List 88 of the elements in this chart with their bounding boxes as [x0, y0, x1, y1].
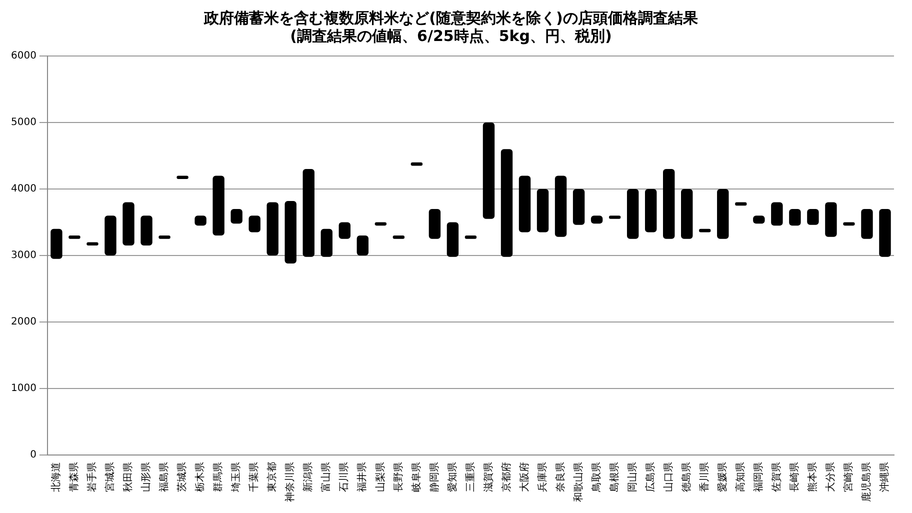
- chart-subtitle: (調査結果の値幅、6/25時点、5kg、円、税別): [290, 26, 612, 45]
- y-tick-label: 0: [30, 450, 36, 461]
- bar: [482, 122, 495, 219]
- bar: [681, 189, 693, 239]
- bar: [663, 169, 675, 239]
- bar: [284, 200, 296, 264]
- bar: [861, 208, 873, 239]
- x-tick-label: 秋田県: [122, 462, 134, 492]
- x-tick-label: 大阪府: [518, 462, 530, 492]
- x-tick-label: 広島県: [644, 462, 656, 492]
- x-tick-label: 熊本県: [806, 462, 819, 492]
- bar: [789, 208, 801, 226]
- x-tick-label: 山梨県: [374, 462, 386, 492]
- x-tick-label: 長崎県: [788, 462, 801, 492]
- bar: [879, 208, 891, 257]
- bar: [122, 202, 134, 246]
- bar: [644, 189, 657, 232]
- bar: [518, 176, 531, 232]
- x-tick-label: 新潟県: [302, 462, 314, 492]
- x-tick-label: 京都府: [500, 462, 512, 492]
- y-tick-label: 3000: [10, 250, 36, 262]
- x-tick-label: 福島県: [158, 462, 170, 492]
- x-tick-label: 宮城県: [104, 462, 116, 492]
- y-tick-label: 6000: [10, 50, 36, 62]
- bar: [212, 176, 224, 236]
- bar: [825, 202, 837, 237]
- x-tick-label: 北海道: [50, 462, 62, 492]
- x-tick-label: 青森県: [68, 462, 80, 492]
- x-tick-label: 香川県: [698, 462, 710, 492]
- bar: [807, 208, 819, 225]
- bar: [338, 222, 350, 239]
- bar: [572, 189, 585, 225]
- x-tick-label: 岐阜県: [410, 462, 422, 492]
- bar: [140, 216, 152, 246]
- y-tick-label: 1000: [10, 383, 36, 394]
- bar: [302, 169, 314, 257]
- bar: [104, 216, 116, 256]
- bar: [50, 228, 62, 259]
- bar: [536, 189, 549, 232]
- bar: [266, 202, 278, 256]
- x-tick-label: 岡山県: [626, 462, 638, 492]
- x-tick-label: 富山県: [320, 462, 332, 492]
- y-tick-label: 2000: [10, 316, 36, 328]
- x-tick-label: 宮崎県: [842, 462, 855, 492]
- x-tick-label: 島根県: [608, 462, 620, 492]
- x-tick-label: 山口県: [662, 462, 674, 492]
- x-tick-label: 長野県: [393, 462, 404, 492]
- x-tick-label: 和歌山県: [572, 462, 584, 502]
- x-tick-label: 滋賀県: [482, 462, 494, 492]
- bar: [446, 222, 459, 257]
- chart-title: 政府備蓄米を含む複数原料米など(随意契約米を除く)の店頭価格調査結果: [203, 8, 699, 27]
- x-tick-label: 奈良県: [554, 462, 566, 492]
- x-tick-label: 愛媛県: [716, 462, 728, 492]
- x-tick-label: 茨城県: [176, 462, 188, 492]
- bar: [771, 202, 783, 226]
- bar: [428, 208, 441, 239]
- x-tick-label: 石川県: [338, 462, 350, 492]
- x-tick-label: 三重県: [464, 462, 476, 492]
- x-tick-label: 岩手県: [86, 462, 98, 492]
- x-tick-label: 大分県: [824, 462, 837, 492]
- bar: [356, 236, 369, 256]
- bar: [554, 176, 567, 237]
- x-tick-label: 愛知県: [446, 462, 458, 492]
- x-tick-label: 福岡県: [752, 462, 765, 492]
- bar: [248, 216, 260, 232]
- bar: [626, 189, 639, 239]
- x-tick-label: 福井県: [356, 462, 368, 492]
- bar: [230, 208, 242, 224]
- x-tick-label: 静岡県: [428, 462, 440, 492]
- x-tick-label: 高知県: [734, 462, 746, 492]
- x-tick-label: 徳島県: [680, 462, 692, 492]
- bar: [717, 189, 729, 239]
- x-tick-label: 千葉県: [248, 462, 260, 492]
- x-tick-label: 神奈川県: [284, 462, 296, 502]
- bar: [500, 149, 513, 257]
- x-tick-label: 兵庫県: [536, 462, 548, 492]
- x-tick-label: 沖縄県: [878, 462, 891, 492]
- x-tick-label: 群馬県: [212, 462, 224, 492]
- x-tick-label: 栃木県: [194, 462, 206, 492]
- y-tick-label: 4000: [10, 184, 36, 195]
- bar: [320, 228, 332, 257]
- x-tick-label: 山形県: [140, 462, 152, 492]
- x-tick-label: 埼玉県: [230, 462, 242, 493]
- y-tick-label: 5000: [10, 117, 36, 128]
- x-tick-label: 東京都: [266, 462, 278, 492]
- x-tick-label: 佐賀県: [770, 462, 783, 492]
- x-tick-label: 鹿児島県: [860, 462, 873, 502]
- x-tick-label: 鳥取県: [590, 462, 602, 493]
